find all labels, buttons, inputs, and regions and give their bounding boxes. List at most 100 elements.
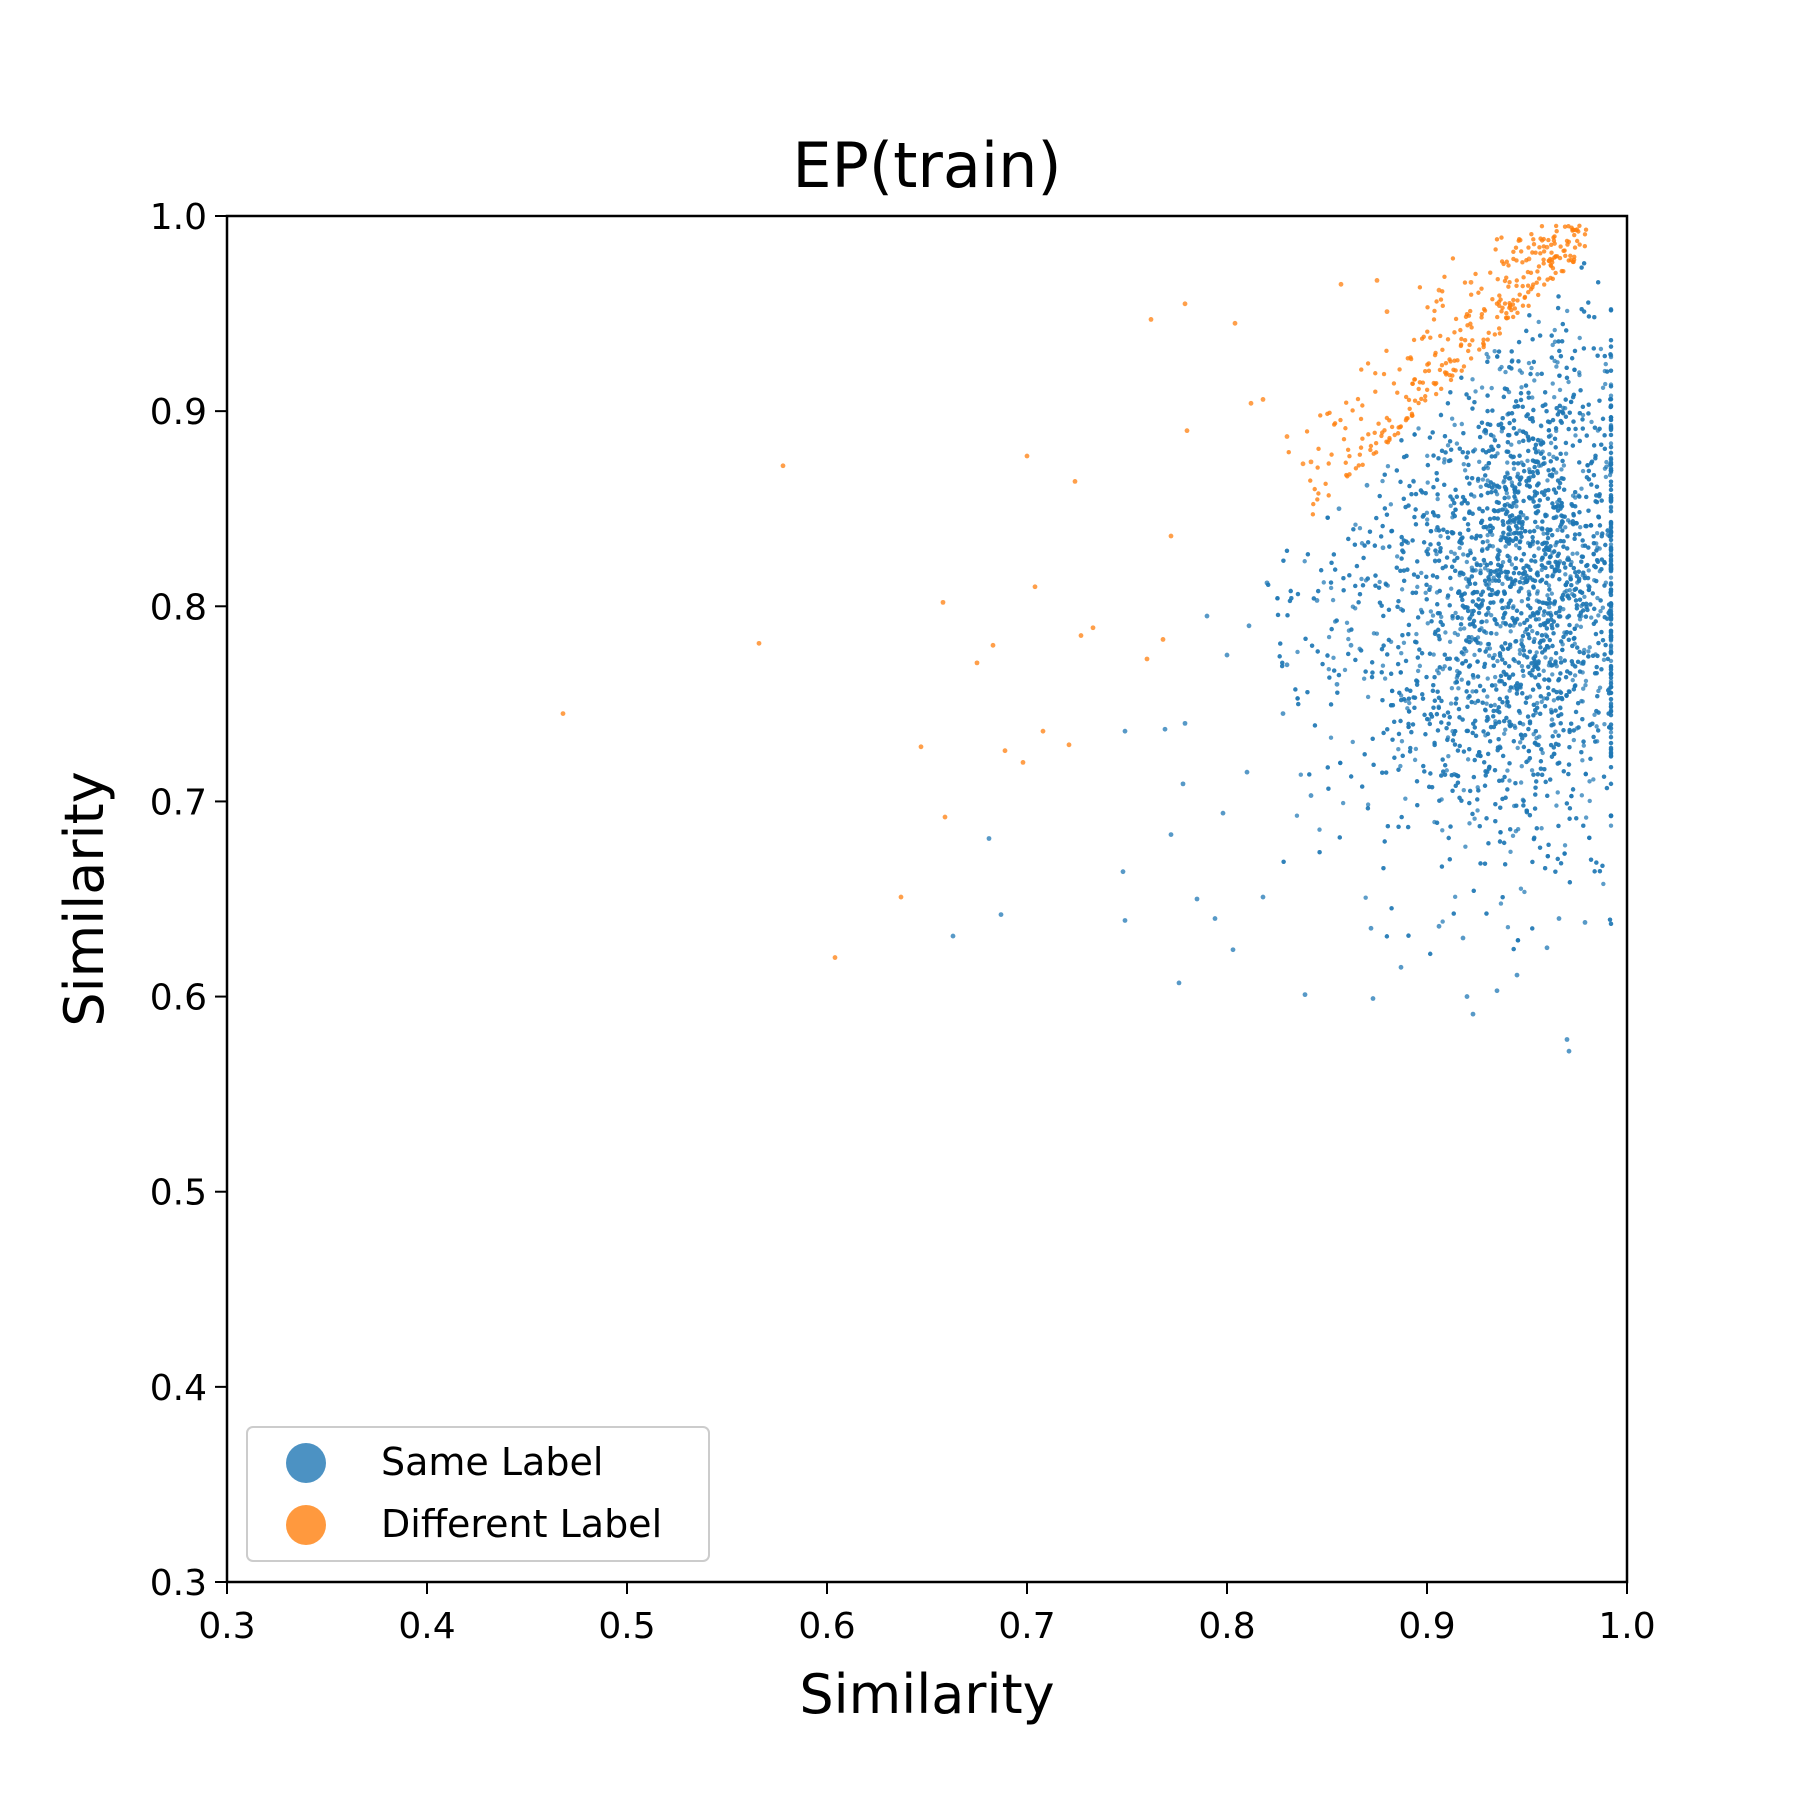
point-different-label: [1514, 278, 1519, 283]
point-different-label: [1397, 367, 1402, 372]
point-same-label: [1546, 596, 1552, 602]
point-same-label: [1427, 721, 1433, 727]
point-same-label: [1361, 555, 1366, 561]
point-same-label: [1573, 709, 1579, 715]
point-different-label: [942, 814, 948, 820]
point-same-label: [1401, 454, 1407, 460]
point-different-label: [1455, 358, 1460, 363]
point-same-label: [1538, 451, 1544, 456]
point-different-label: [1310, 512, 1316, 517]
point-different-label: [1144, 656, 1150, 662]
point-same-label: [1439, 698, 1444, 704]
point-same-label: [1428, 609, 1434, 614]
point-same-label: [1537, 684, 1542, 690]
point-same-label: [1594, 664, 1599, 670]
point-different-label: [1425, 329, 1430, 334]
point-same-label: [1448, 447, 1454, 452]
point-same-label: [1521, 498, 1526, 504]
point-same-label: [1346, 651, 1351, 657]
point-same-label: [1499, 364, 1504, 370]
point-same-label: [1453, 783, 1458, 788]
point-same-label: [1388, 703, 1394, 708]
point-different-label: [1485, 337, 1490, 342]
point-same-label: [1580, 538, 1585, 543]
point-same-label: [1325, 765, 1330, 770]
point-same-label: [1428, 951, 1433, 957]
point-same-label: [1434, 471, 1439, 476]
point-same-label: [1406, 622, 1412, 628]
point-same-label: [1528, 371, 1533, 377]
point-different-label: [1536, 264, 1542, 269]
point-same-label: [1509, 349, 1514, 354]
point-same-label: [1588, 756, 1593, 762]
point-same-label: [1532, 664, 1537, 669]
point-same-label: [1528, 605, 1533, 611]
point-same-label: [1564, 588, 1569, 594]
point-different-label: [1360, 436, 1365, 441]
point-same-label: [1509, 442, 1514, 447]
point-same-label: [1591, 621, 1597, 626]
point-same-label: [1498, 830, 1503, 835]
point-same-label: [1608, 487, 1614, 493]
point-same-label: [1592, 425, 1598, 430]
point-same-label: [1517, 428, 1522, 433]
point-same-label: [1558, 418, 1563, 424]
point-same-label: [1511, 604, 1516, 609]
point-different-label: [1360, 403, 1365, 408]
point-same-label: [1477, 434, 1483, 440]
point-same-label: [1418, 488, 1424, 493]
point-same-label: [1491, 600, 1496, 605]
point-same-label: [1360, 583, 1366, 588]
point-same-label: [1415, 615, 1421, 620]
point-same-label: [1485, 751, 1491, 757]
point-different-label: [1374, 277, 1380, 283]
point-different-label: [1433, 381, 1439, 386]
point-same-label: [1564, 801, 1570, 806]
point-same-label: [1436, 695, 1442, 701]
point-same-label: [1608, 441, 1614, 446]
point-same-label: [1584, 494, 1589, 500]
point-same-label: [1526, 448, 1531, 454]
point-same-label: [1608, 558, 1614, 563]
point-same-label: [1380, 523, 1385, 529]
y-tick-label: 0.7: [150, 782, 207, 823]
point-same-label: [1544, 634, 1550, 639]
point-same-label: [1441, 527, 1446, 532]
point-same-label: [1488, 432, 1494, 438]
point-same-label: [1348, 642, 1354, 648]
point-same-label: [1506, 525, 1512, 530]
point-same-label: [1500, 753, 1506, 759]
point-same-label: [1545, 573, 1550, 579]
point-same-label: [1494, 621, 1499, 627]
point-same-label: [1415, 559, 1420, 564]
point-different-label: [940, 599, 946, 605]
point-same-label: [1519, 534, 1524, 539]
point-different-label: [1477, 347, 1482, 352]
point-same-label: [1519, 370, 1525, 375]
point-same-label: [1559, 467, 1564, 472]
point-same-label: [1303, 636, 1308, 641]
point-same-label: [1540, 440, 1546, 446]
point-same-label: [1566, 379, 1571, 385]
point-same-label: [1569, 582, 1574, 588]
point-same-label: [1485, 393, 1490, 398]
point-same-label: [1500, 700, 1505, 705]
point-same-label: [1414, 682, 1420, 687]
point-same-label: [1542, 647, 1548, 652]
point-same-label: [1608, 461, 1614, 467]
point-different-label: [1432, 308, 1437, 314]
point-same-label: [1321, 580, 1326, 585]
point-same-label: [1531, 713, 1536, 718]
point-same-label: [1479, 548, 1485, 553]
point-same-label: [1500, 894, 1505, 900]
point-same-label: [1294, 813, 1300, 818]
point-different-label: [1525, 283, 1531, 288]
point-same-label: [1513, 565, 1519, 571]
point-same-label: [1553, 869, 1558, 874]
point-same-label: [1470, 599, 1475, 604]
point-same-label: [1459, 375, 1464, 380]
point-same-label: [1475, 674, 1481, 679]
point-same-label: [1467, 800, 1472, 806]
point-same-label: [1488, 724, 1494, 730]
point-same-label: [1410, 538, 1415, 543]
